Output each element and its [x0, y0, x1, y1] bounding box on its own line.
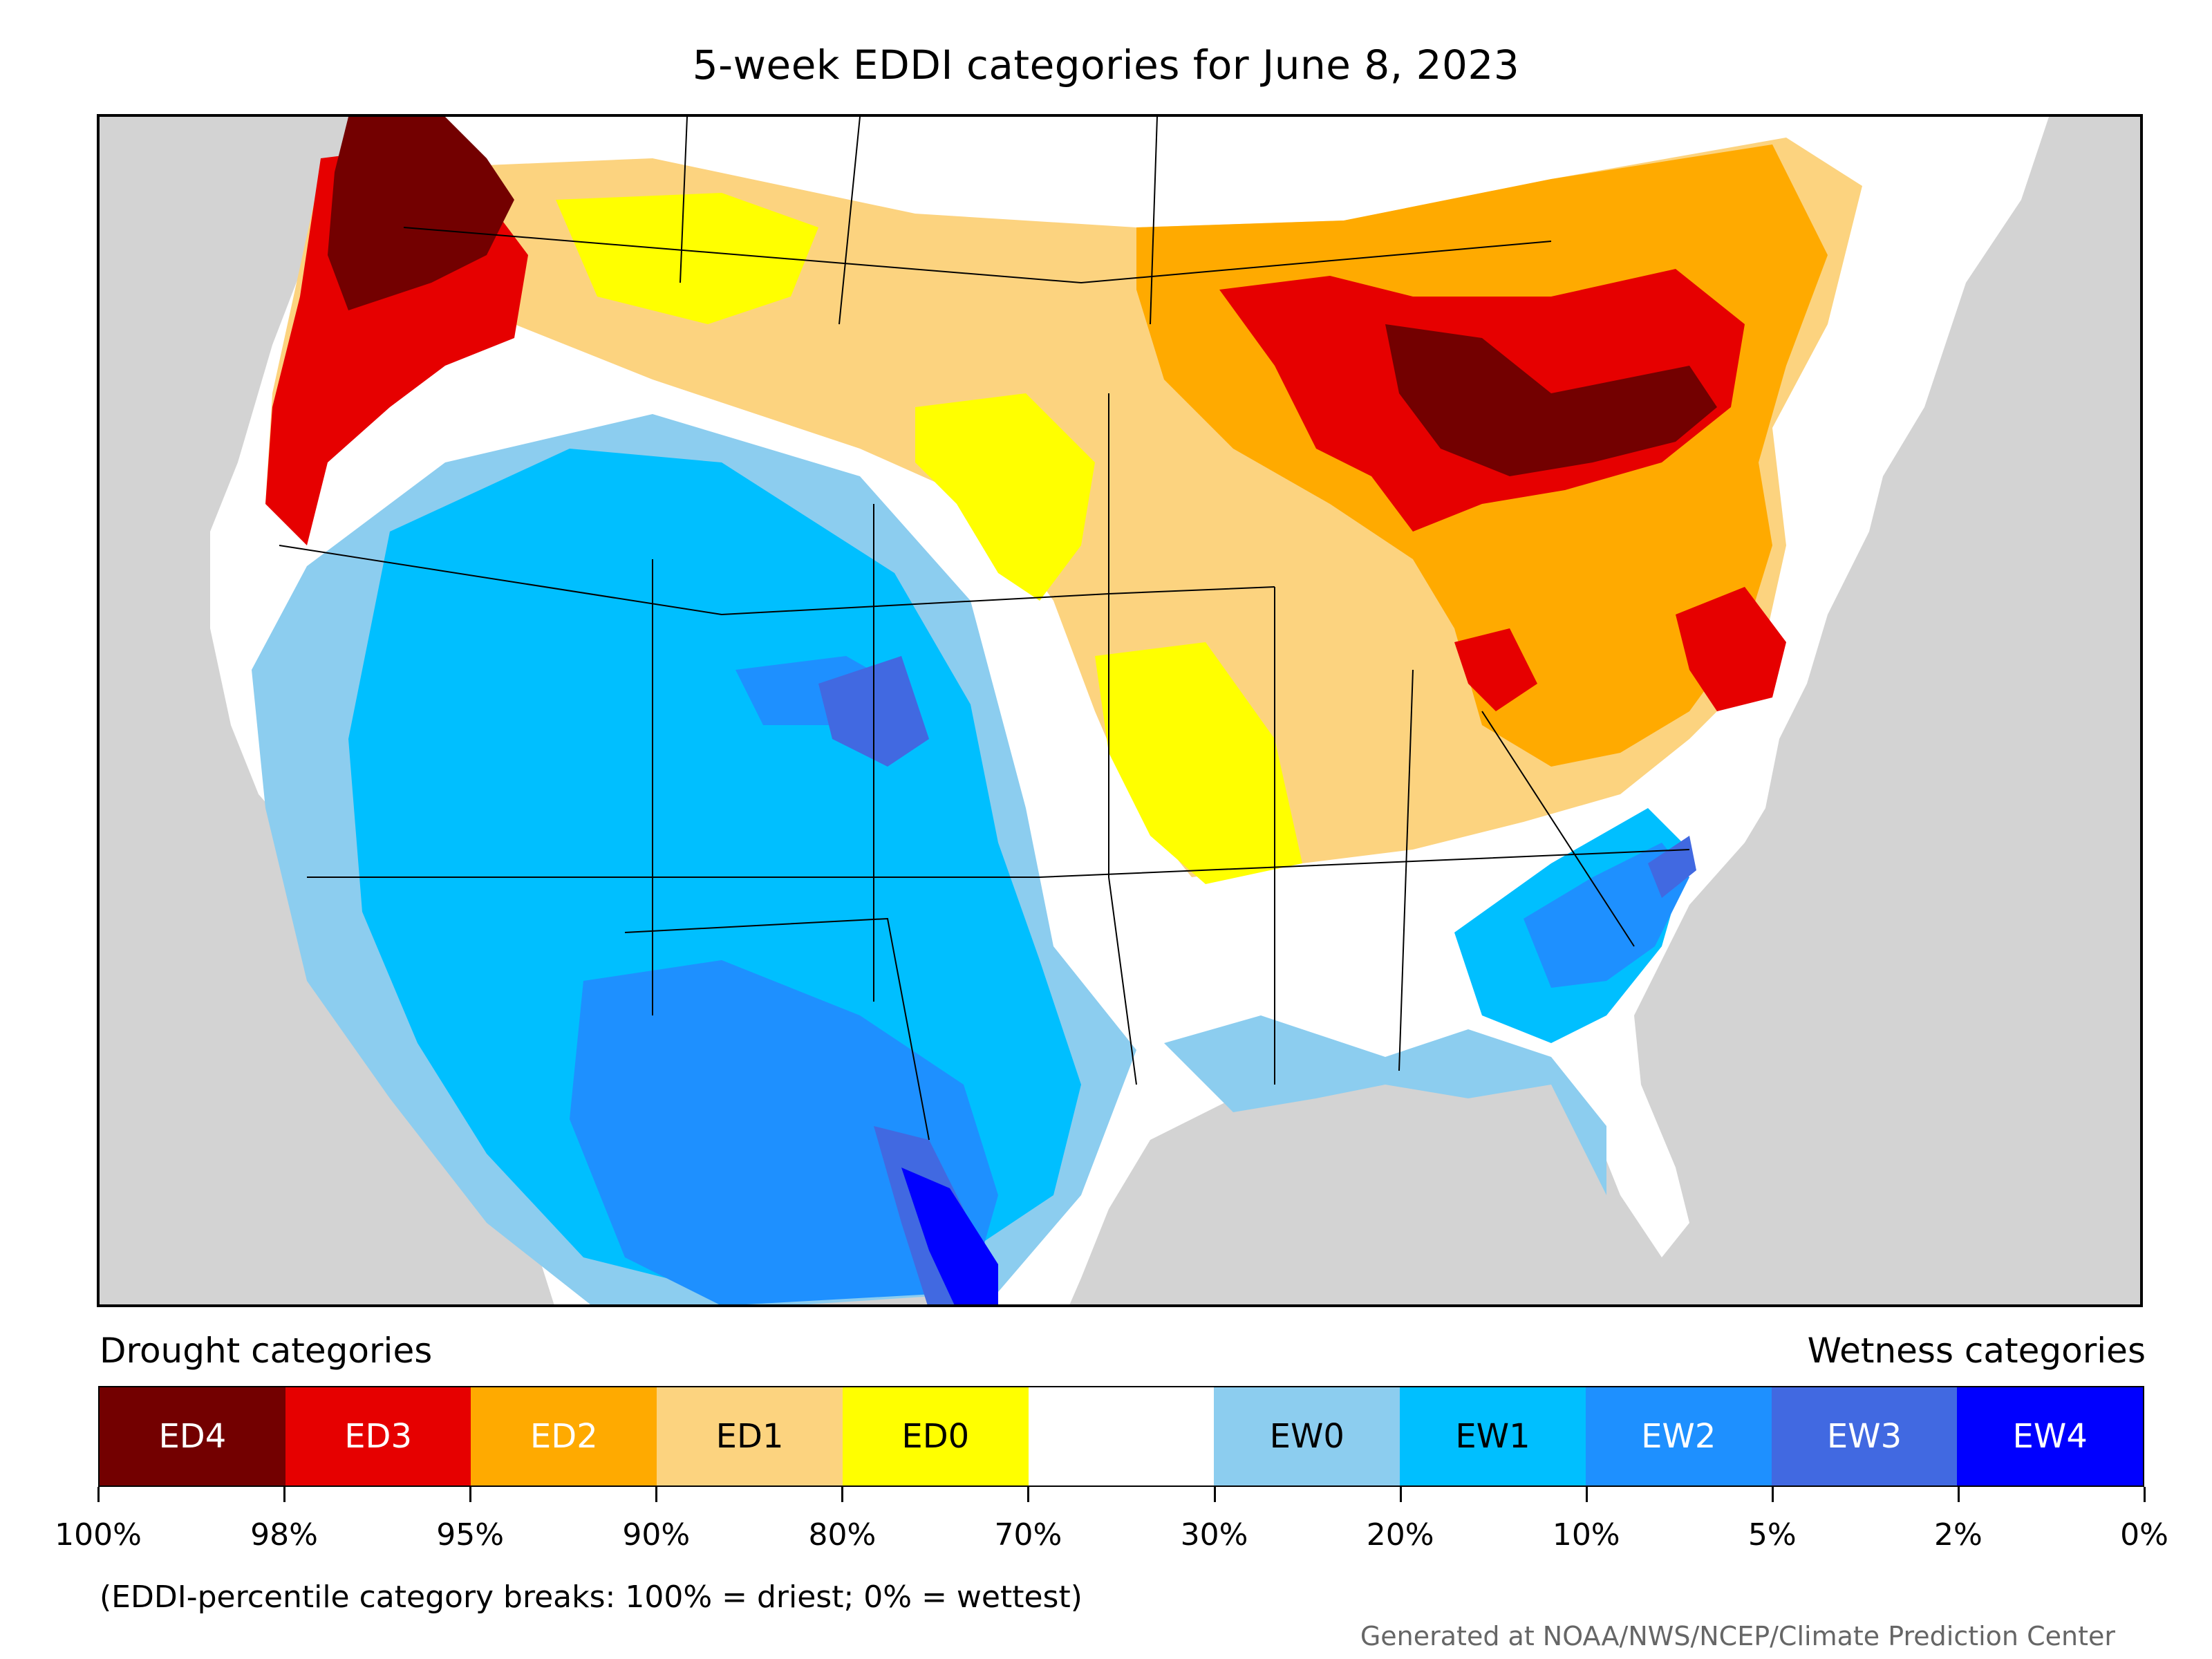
colorbar-tick — [97, 1487, 100, 1502]
colorbar-segment-ed0: ED0 — [842, 1387, 1029, 1485]
map-title: 5-week EDDI categories for June 8, 2023 — [692, 41, 1520, 88]
colorbar-tick-label: 95% — [436, 1517, 505, 1553]
region-ed0-north — [556, 193, 818, 324]
colorbar-tick-label: 90% — [622, 1517, 691, 1553]
colorbar-tick-label: 100% — [55, 1517, 142, 1553]
colorbar-tick-label: 2% — [1934, 1517, 1983, 1553]
colorbar-tick-label: 70% — [994, 1517, 1062, 1553]
colorbar-ticks — [97, 1487, 2146, 1503]
colorbar-tick-label: 20% — [1366, 1517, 1434, 1553]
colorbar-segment-ew2: EW2 — [1585, 1387, 1772, 1485]
colorbar-tick — [1399, 1487, 1402, 1502]
colorbar-tick — [469, 1487, 472, 1502]
colorbar-segment-ed2: ED2 — [471, 1387, 657, 1485]
colorbar-tick — [283, 1487, 286, 1502]
colorbar-tick-label: 10% — [1552, 1517, 1620, 1553]
category-colorbar: ED4 ED3 ED2 ED1 ED0 EW0 EW1 EW2 EW3 EW4 — [98, 1386, 2144, 1487]
region-ew2-se — [1524, 843, 1689, 988]
colorbar-tick-label: 0% — [2120, 1517, 2168, 1553]
credit: Generated at NOAA/NWS/NCEP/Climate Predi… — [1360, 1621, 2115, 1651]
drought-legend-title: Drought categories — [100, 1331, 433, 1371]
region-ed3-oh — [1454, 628, 1537, 711]
colorbar-segment-ew4: EW4 — [1957, 1387, 2144, 1485]
colorbar-tick — [2144, 1487, 2146, 1502]
colorbar-tick-label: 98% — [250, 1517, 318, 1553]
colorbar-tick-label: 30% — [1180, 1517, 1248, 1553]
map-area — [97, 114, 2143, 1307]
colorbar-segment-none — [1028, 1387, 1215, 1485]
region-ew2-sw — [570, 960, 998, 1304]
colorbar-tick — [1771, 1487, 1774, 1502]
region-ed0-mid — [1095, 642, 1302, 884]
region-ed4-pnw — [328, 117, 514, 310]
colorbar-tick-label: 80% — [808, 1517, 877, 1553]
colorbar-segment-ew3: EW3 — [1771, 1387, 1958, 1485]
colorbar-segment-ew0: EW0 — [1214, 1387, 1400, 1485]
colorbar-tick — [1027, 1487, 1030, 1502]
colorbar-segment-ed4: ED4 — [100, 1387, 285, 1485]
colorbar-segment-ed3: ED3 — [285, 1387, 471, 1485]
colorbar-tick — [1213, 1487, 1216, 1502]
region-ed0-plains — [915, 393, 1095, 601]
footnote: (EDDI-percentile category breaks: 100% =… — [100, 1580, 1082, 1615]
state-borders — [279, 117, 1690, 1141]
colorbar-tick — [655, 1487, 658, 1502]
colorbar-segment-ew1: EW1 — [1400, 1387, 1586, 1485]
colorbar-tick — [841, 1487, 844, 1502]
eddi-regions — [252, 117, 1862, 1304]
region-ew3-nc — [1648, 836, 1696, 898]
region-ed3-ne — [1676, 587, 1786, 711]
eddi-map — [100, 117, 2140, 1304]
wetness-legend-title: Wetness categories — [1807, 1331, 2146, 1371]
colorbar-tick-label: 5% — [1747, 1517, 1797, 1553]
colorbar-tick — [1957, 1487, 1960, 1502]
colorbar-tick — [1585, 1487, 1588, 1502]
region-ed4-north — [1385, 324, 1717, 476]
colorbar-segment-ed1: ED1 — [657, 1387, 843, 1485]
region-ew4-tx — [901, 1168, 998, 1304]
